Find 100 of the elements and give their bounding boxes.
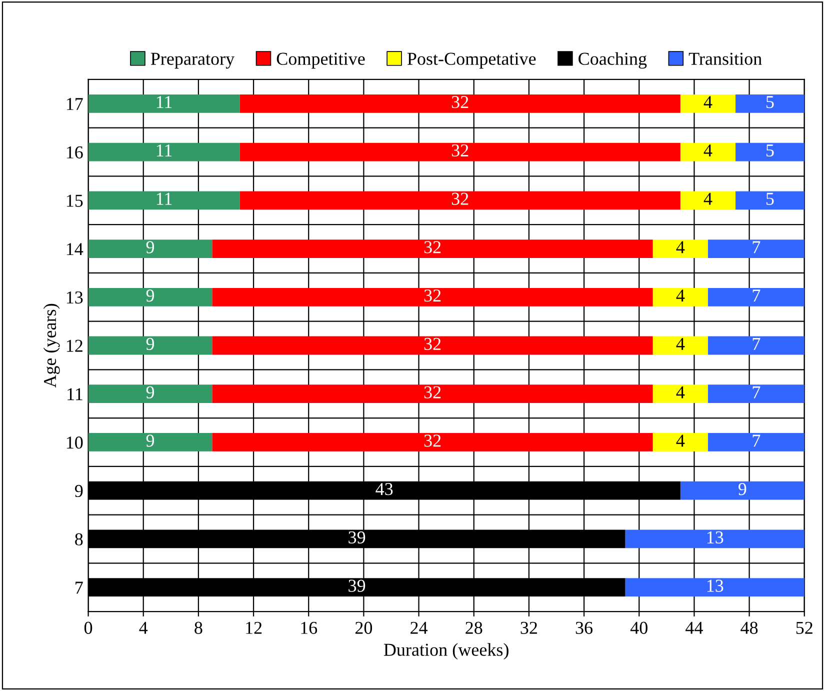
x-tick-label: 8 (194, 622, 202, 634)
bar (736, 94, 804, 113)
y-tick-label: 11 (68, 388, 82, 400)
data-label: 9 (146, 386, 154, 398)
data-label: 32 (452, 144, 468, 157)
data-label: 9 (146, 290, 154, 302)
bar (708, 336, 804, 355)
data-label: 11 (156, 96, 172, 108)
data-label: 7 (752, 338, 760, 350)
legend-label: Competitive (276, 52, 365, 69)
bar (88, 240, 212, 258)
data-label: 11 (156, 144, 172, 156)
x-tick-label: 16 (301, 622, 318, 634)
bar (212, 384, 653, 404)
bar (625, 578, 804, 597)
data-label: 13 (707, 531, 724, 544)
data-label: 4 (704, 192, 712, 205)
bar (88, 433, 212, 452)
data-label: 4 (704, 144, 712, 156)
y-tick-label: 13 (66, 291, 83, 304)
legend-label: Transition (688, 52, 762, 65)
x-tick-label: 4 (139, 622, 148, 634)
data-label: 39 (348, 531, 366, 544)
x-tick-label: 44 (686, 622, 703, 634)
bar (680, 481, 804, 500)
y-tick-label: 10 (66, 436, 83, 449)
data-label: 32 (452, 96, 468, 108)
bar (625, 530, 804, 548)
data-label: 9 (146, 338, 154, 350)
data-label: 32 (424, 434, 441, 447)
bar (212, 240, 653, 258)
data-label: 39 (348, 580, 366, 592)
data-label: 7 (752, 241, 760, 254)
data-label: 9 (738, 482, 746, 496)
bar (708, 240, 804, 258)
data-label: 4 (676, 290, 685, 302)
y-tick-label: 16 (66, 146, 83, 158)
bar (88, 94, 240, 113)
bar (212, 336, 653, 355)
x-tick-label: 0 (84, 622, 92, 634)
data-label: 4 (704, 96, 712, 108)
bar (736, 191, 804, 210)
data-label: 9 (146, 434, 154, 447)
bar (240, 94, 680, 113)
data-label: 4 (676, 434, 685, 447)
x-tick-label: 20 (355, 622, 372, 634)
y-tick-label: 17 (66, 98, 83, 110)
bar (652, 240, 708, 258)
legend-label: Coaching (578, 52, 647, 69)
bar (708, 433, 804, 452)
y-axis-title: Age (years) (43, 304, 60, 388)
bar (652, 336, 708, 355)
bar (88, 191, 240, 210)
x-tick-label: 36 (576, 622, 593, 634)
x-tick-label: 24 (410, 622, 428, 634)
y-tick-label: 8 (75, 533, 83, 546)
data-label: 7 (752, 290, 760, 302)
y-tick-label: 12 (66, 340, 82, 352)
bar (212, 433, 653, 452)
x-tick-label: 28 (466, 622, 482, 634)
x-tick-label: 52 (796, 622, 812, 634)
data-label: 32 (424, 290, 441, 302)
bar (88, 336, 212, 355)
y-tick-label: 14 (66, 243, 84, 256)
data-label: 5 (766, 144, 774, 157)
bar (88, 288, 212, 306)
x-axis-title: Duration (weeks) (384, 643, 508, 660)
data-label: 9 (146, 241, 154, 254)
y-tick-label: 7 (76, 582, 83, 594)
data-label: 43 (376, 482, 393, 496)
x-tick-label: 48 (740, 622, 758, 634)
y-tick-label: 9 (74, 484, 83, 498)
data-label: 32 (452, 192, 468, 205)
data-label: 4 (676, 338, 685, 350)
bar (212, 288, 653, 306)
bar (708, 384, 804, 404)
data-label: 11 (156, 192, 172, 205)
x-tick-label: 40 (630, 622, 648, 634)
data-label: 32 (424, 241, 441, 254)
bar (680, 191, 736, 210)
bar (652, 384, 708, 404)
bar (88, 384, 212, 404)
bar (240, 191, 680, 210)
bar (88, 142, 240, 162)
data-label: 7 (752, 434, 760, 447)
data-label: 5 (766, 192, 774, 205)
data-label: 7 (752, 386, 760, 398)
bar (680, 142, 736, 162)
legend-label: Preparatory (150, 52, 235, 69)
bar (680, 94, 736, 113)
bar (652, 433, 708, 452)
y-tick-label: 15 (66, 194, 83, 207)
data-label: 4 (676, 386, 685, 398)
x-tick-label: 32 (520, 622, 537, 634)
bar (708, 288, 804, 306)
bar (652, 288, 708, 306)
bar (240, 142, 680, 162)
bar (736, 142, 804, 162)
data-label: 4 (676, 241, 685, 254)
data-label: 32 (424, 338, 441, 350)
